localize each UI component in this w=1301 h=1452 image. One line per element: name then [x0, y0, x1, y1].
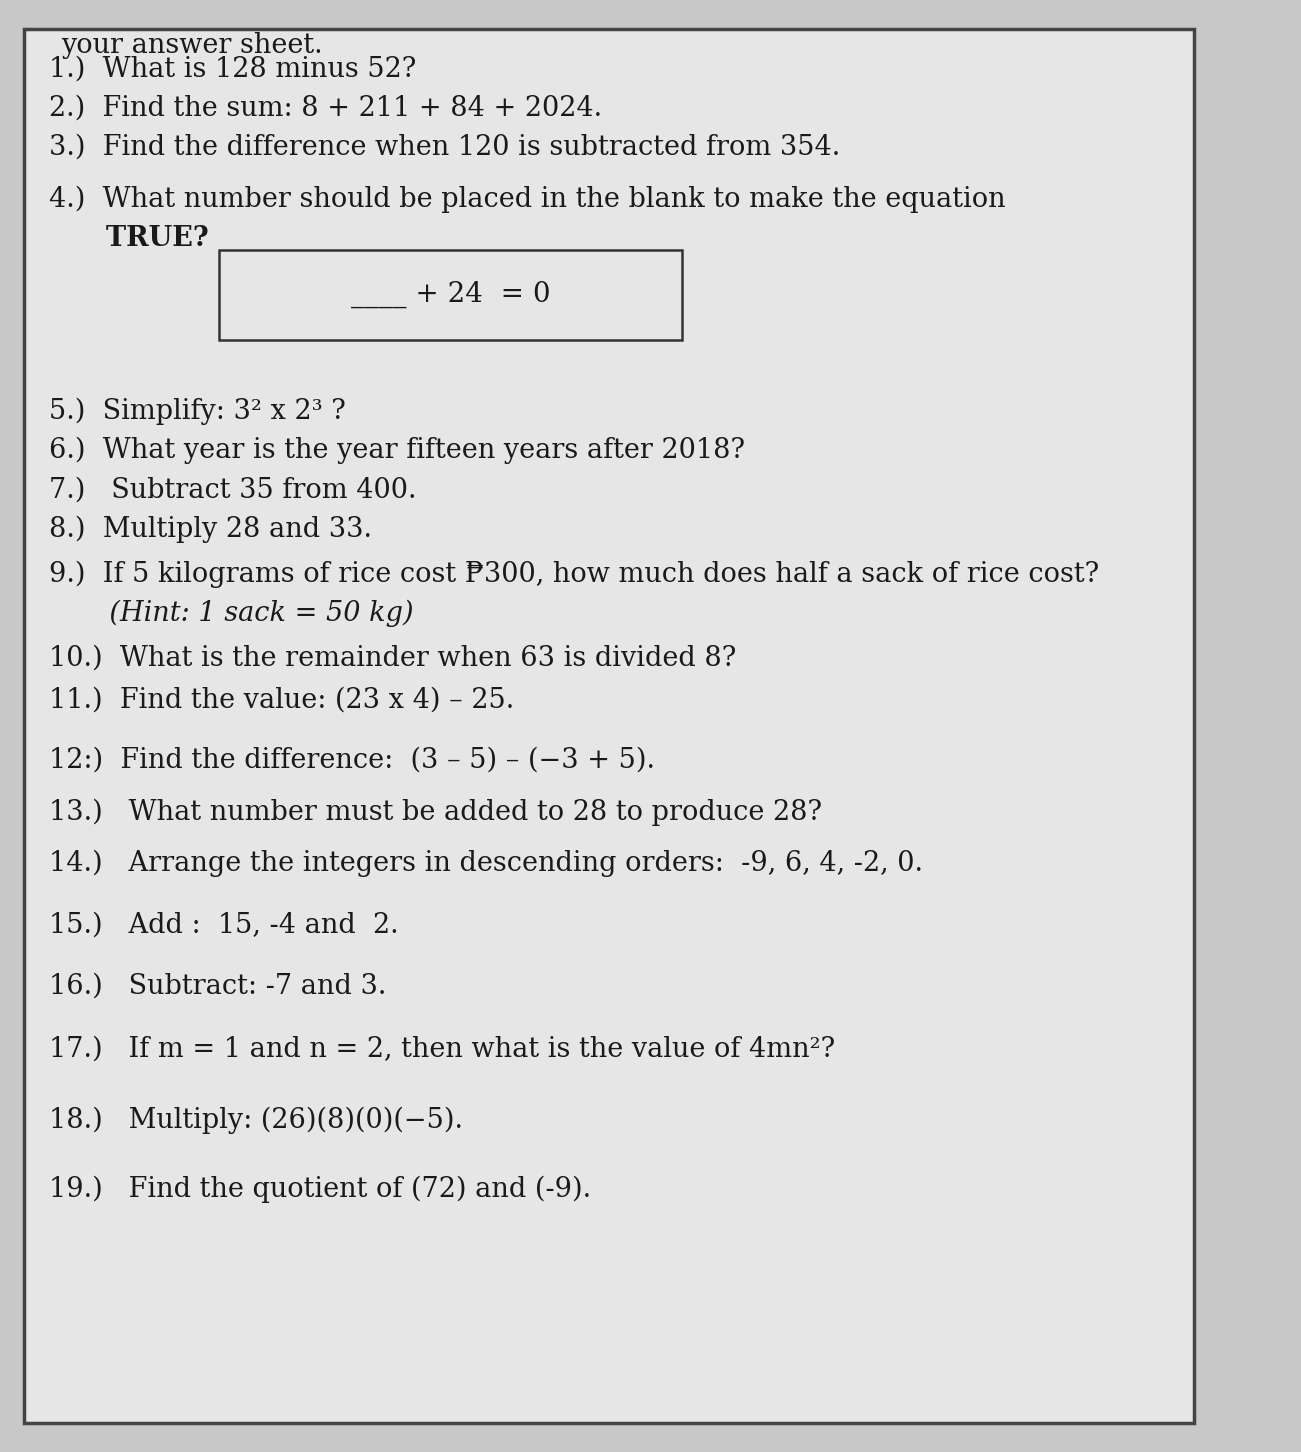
Text: 7.)   Subtract 35 from 400.: 7.) Subtract 35 from 400.: [48, 476, 416, 504]
Text: your answer sheet.: your answer sheet.: [61, 32, 323, 60]
Text: TRUE?: TRUE?: [48, 225, 208, 253]
Text: 4.)  What number should be placed in the blank to make the equation: 4.) What number should be placed in the …: [48, 186, 1006, 213]
Text: (Hint: 1 sack = 50 kg): (Hint: 1 sack = 50 kg): [48, 600, 414, 627]
Text: 9.)  If 5 kilograms of rice cost ₱300, how much does half a sack of rice cost?: 9.) If 5 kilograms of rice cost ₱300, ho…: [48, 560, 1099, 588]
Text: 14.)   Arrange the integers in descending orders:  -9, 6, 4, -2, 0.: 14.) Arrange the integers in descending …: [48, 849, 922, 877]
Text: 18.)   Multiply: (26)(8)(0)(−5).: 18.) Multiply: (26)(8)(0)(−5).: [48, 1106, 463, 1134]
Text: 19.)   Find the quotient of (72) and (-9).: 19.) Find the quotient of (72) and (-9).: [48, 1176, 591, 1204]
FancyBboxPatch shape: [25, 29, 1194, 1423]
Text: 5.)  Simplify: 3² x 2³ ?: 5.) Simplify: 3² x 2³ ?: [48, 398, 346, 425]
Text: 17.)   If m = 1 and n = 2, then what is the value of 4mn²?: 17.) If m = 1 and n = 2, then what is th…: [48, 1035, 835, 1063]
Text: 1.)  What is 128 minus 52?: 1.) What is 128 minus 52?: [48, 55, 416, 83]
Text: 2.)  Find the sum: 8 + 211 + 84 + 2024.: 2.) Find the sum: 8 + 211 + 84 + 2024.: [48, 94, 602, 122]
Text: ____ + 24  = 0: ____ + 24 = 0: [351, 282, 550, 308]
Text: 8.)  Multiply 28 and 33.: 8.) Multiply 28 and 33.: [48, 515, 372, 543]
Text: 11.)  Find the value: (23 x 4) – 25.: 11.) Find the value: (23 x 4) – 25.: [48, 687, 514, 714]
Text: 3.)  Find the difference when 120 is subtracted from 354.: 3.) Find the difference when 120 is subt…: [48, 134, 840, 161]
Text: 6.)  What year is the year fifteen years after 2018?: 6.) What year is the year fifteen years …: [48, 437, 745, 465]
Text: 15.)   Add :  15, -4 and  2.: 15.) Add : 15, -4 and 2.: [48, 912, 398, 939]
Text: 13.)   What number must be added to 28 to produce 28?: 13.) What number must be added to 28 to …: [48, 799, 822, 826]
Text: 10.)  What is the remainder when 63 is divided 8?: 10.) What is the remainder when 63 is di…: [48, 645, 736, 672]
FancyBboxPatch shape: [220, 250, 683, 340]
Text: 12:)  Find the difference:  (3 – 5) – (−3 + 5).: 12:) Find the difference: (3 – 5) – (−3 …: [48, 746, 654, 774]
Text: 16.)   Subtract: -7 and 3.: 16.) Subtract: -7 and 3.: [48, 973, 386, 1000]
